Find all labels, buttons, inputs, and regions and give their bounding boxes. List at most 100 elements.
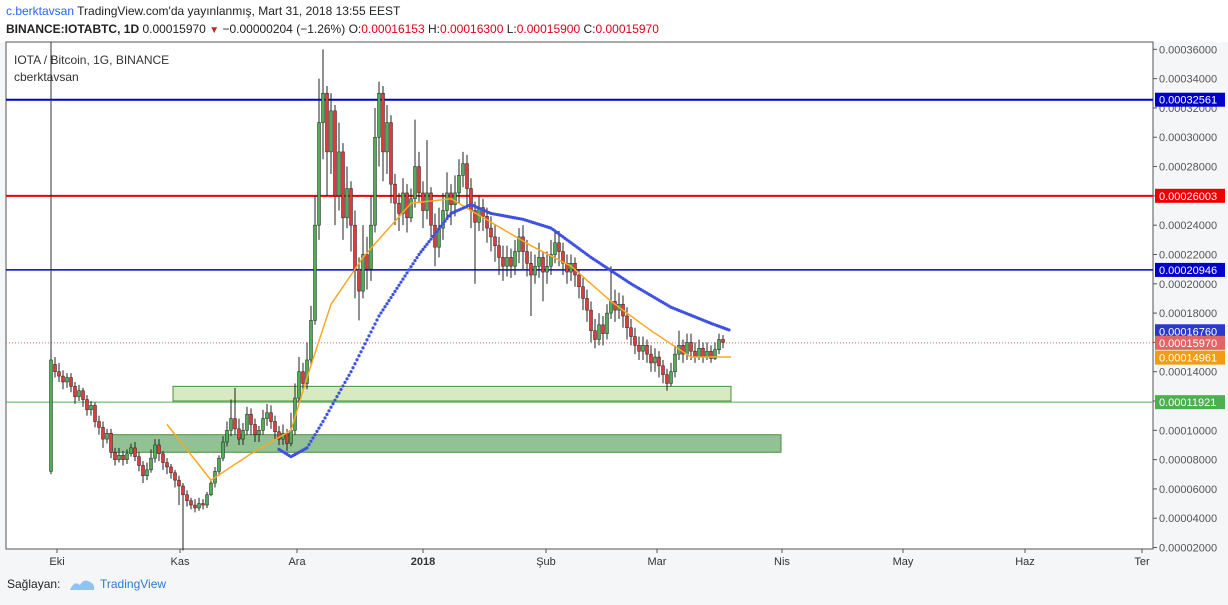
candle-body xyxy=(337,151,341,197)
ma-dot xyxy=(319,423,323,427)
publish-line: c.berktavsan TradingView.com'da yayınlan… xyxy=(6,4,400,18)
candle-body xyxy=(341,151,345,219)
ma-dot xyxy=(333,398,337,402)
candle-body xyxy=(333,110,337,197)
candle-body xyxy=(153,444,157,459)
axis-layer: 0.00002000 0.00004000 0.00006000 0.00008000… xyxy=(49,44,1217,568)
tradingview-logo-icon[interactable] xyxy=(68,576,96,594)
ma-dot xyxy=(443,219,447,223)
ma-dot xyxy=(433,232,437,236)
y-tick-label: 0.00024000 xyxy=(1159,220,1217,232)
candle-body xyxy=(537,257,541,267)
candle-body xyxy=(105,432,109,440)
candle-body xyxy=(429,192,433,226)
candle-body xyxy=(197,503,201,509)
candle-body xyxy=(473,210,477,223)
ma-dot xyxy=(317,426,321,430)
ma-dot xyxy=(363,342,367,346)
candle-body xyxy=(577,274,581,287)
candle-body xyxy=(309,320,313,361)
ma-dot xyxy=(403,274,407,278)
ma-dot xyxy=(385,302,389,306)
y-tick-label: 0.00036000 xyxy=(1159,44,1217,56)
author-link[interactable]: c.berktavsan xyxy=(6,4,75,18)
ma-dot xyxy=(365,338,369,342)
candle-body xyxy=(713,349,717,359)
footer xyxy=(0,570,1228,605)
ma-dot xyxy=(309,439,313,443)
candle-body xyxy=(345,188,349,219)
candle-body xyxy=(357,268,361,292)
x-tick-label: Kas xyxy=(171,556,190,568)
ma-dot xyxy=(367,334,371,338)
chart-legend-title: IOTA / Bitcoin, 1G, BINANCE xyxy=(14,53,169,67)
candle-body xyxy=(321,93,325,123)
x-tick-label: Mar xyxy=(648,556,667,568)
x-tick-label: May xyxy=(893,556,914,568)
ma-orange-line xyxy=(166,198,731,481)
price-label-text: 0.00015970 xyxy=(1159,338,1217,350)
candle-body xyxy=(261,418,265,431)
candle-body xyxy=(97,421,101,428)
ma-dot xyxy=(353,362,357,366)
candle-body xyxy=(77,390,81,397)
candle-body xyxy=(137,456,141,466)
price-label-bg xyxy=(1155,92,1225,107)
candle-body xyxy=(249,413,253,425)
chart-legend-author: cberktavsan xyxy=(14,70,79,84)
candle-body xyxy=(649,353,653,364)
candle-body xyxy=(265,412,269,419)
y-tick-label: 0.00002000 xyxy=(1159,543,1217,555)
price-label-bg xyxy=(1155,324,1225,339)
candle-body xyxy=(269,412,273,422)
candle-body xyxy=(609,301,613,314)
candle-body xyxy=(445,192,449,211)
candle-body xyxy=(553,242,557,255)
ma-dot xyxy=(383,305,387,309)
candle-body xyxy=(193,504,197,509)
candle-body xyxy=(381,93,385,153)
candle-body xyxy=(393,183,397,204)
candle-body xyxy=(717,339,721,350)
candle-body xyxy=(205,494,209,506)
candle-body xyxy=(417,166,421,194)
candle-body xyxy=(237,428,241,440)
candle-body xyxy=(689,342,693,352)
candle-body xyxy=(633,336,637,346)
candle-body xyxy=(453,192,457,205)
candle-body xyxy=(485,216,489,229)
footer-brand[interactable]: TradingView xyxy=(100,577,167,591)
ma-dot xyxy=(399,280,403,284)
candle-body xyxy=(529,263,533,276)
price-label-text: 0.00032561 xyxy=(1159,95,1217,107)
candle-body xyxy=(505,257,509,267)
candle-body xyxy=(549,254,553,267)
y-tick-label: 0.00028000 xyxy=(1159,162,1217,174)
ma-dot xyxy=(331,402,335,406)
candle-body xyxy=(113,452,117,460)
price-chart[interactable]: 0.00002000 0.00004000 0.00006000 0.00008000… xyxy=(0,0,1228,570)
ma-dot xyxy=(329,405,333,409)
candle-body xyxy=(601,324,605,334)
y-tick-label: 0.00018000 xyxy=(1159,308,1217,320)
ma-dot xyxy=(345,377,349,381)
l-label: L: xyxy=(506,22,517,36)
candle-body xyxy=(533,265,537,276)
y-tick-label: 0.00004000 xyxy=(1159,513,1217,525)
candle-body xyxy=(233,418,237,430)
candle-body xyxy=(217,457,221,472)
ma-dot xyxy=(377,314,381,318)
candle-body xyxy=(349,188,353,226)
candle-body xyxy=(465,163,469,189)
price-labels-layer: 0.00032561 0.00026003 0.00020946 0.00011921… xyxy=(1155,92,1225,410)
candle-body xyxy=(389,122,393,185)
candle-body xyxy=(637,345,641,352)
ma-dot xyxy=(401,277,405,281)
candle-body xyxy=(629,327,633,337)
candle-body xyxy=(301,371,305,384)
l-value: 0.00015900 xyxy=(516,22,581,36)
down-arrow-icon: ▼ xyxy=(209,25,220,36)
ma-dot xyxy=(359,350,363,354)
candle-body xyxy=(669,371,673,384)
candle-body xyxy=(49,359,53,472)
